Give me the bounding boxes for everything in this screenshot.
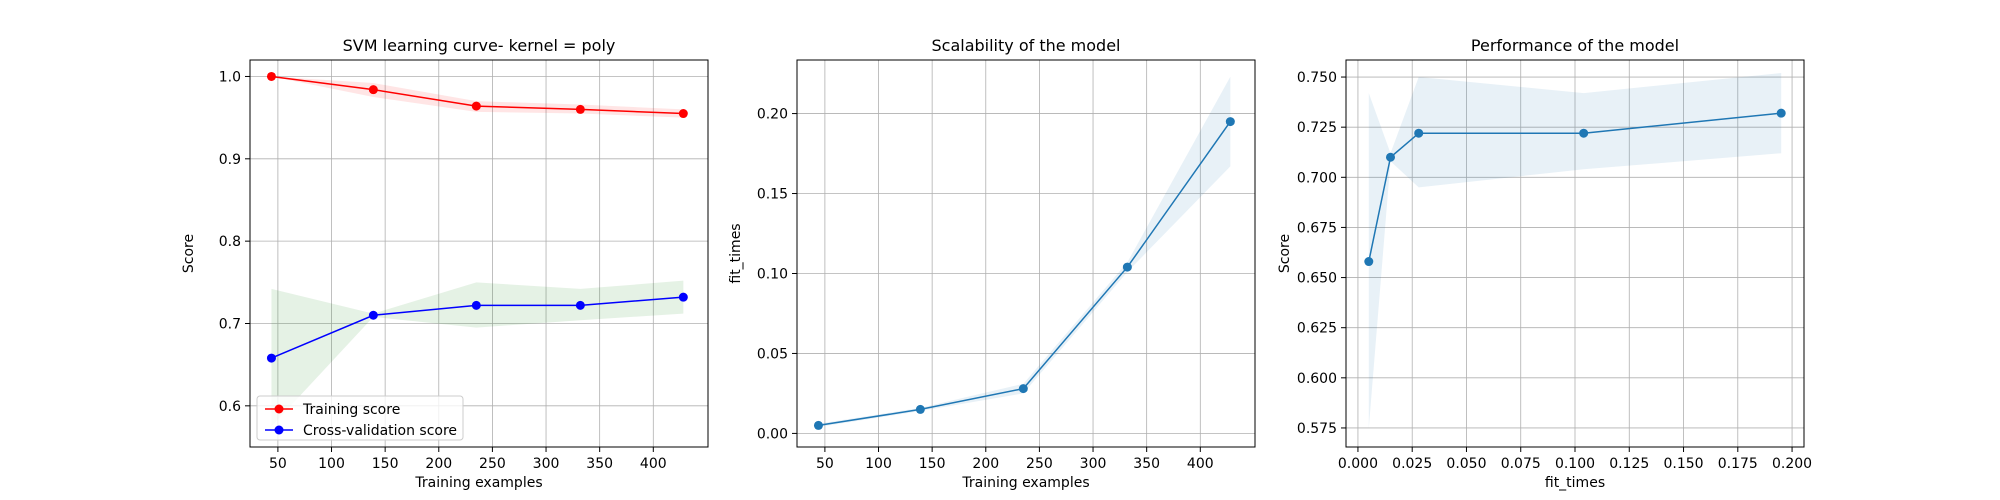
x-tick-label: 400 [640, 456, 667, 472]
chart-title: Scalability of the model [932, 36, 1121, 55]
axes-frame [796, 59, 1256, 448]
confidence-band-2 [271, 280, 684, 427]
x-tick-label: 0.100 [1555, 456, 1595, 472]
y-tick-label: 0.05 [757, 346, 788, 362]
chart-title: SVM learning curve- kernel = poly [343, 36, 616, 55]
x-tick-label: 100 [318, 456, 345, 472]
data-point [368, 310, 378, 320]
x-tick-label: 350 [1133, 456, 1160, 472]
legend-label: Training score [302, 402, 400, 418]
y-tick-label: 0.750 [1297, 70, 1337, 86]
y-tick-label: 0.650 [1297, 271, 1337, 287]
y-axis-label: Score [1277, 234, 1293, 273]
x-tick-label: 350 [586, 456, 613, 472]
y-axis-label: Score [181, 234, 197, 273]
data-point [471, 101, 481, 111]
legend: Training score Cross-validation score [256, 395, 464, 441]
x-tick-label: 50 [816, 456, 834, 472]
x-tick-label: 0.075 [1501, 456, 1541, 472]
y-tick-label: 0.8 [219, 234, 241, 250]
data-point [1225, 117, 1235, 127]
data-point [471, 300, 481, 310]
data-point [1776, 108, 1786, 118]
x-tick-label: 200 [425, 456, 452, 472]
legend-label: Cross-validation score [303, 423, 457, 439]
grid [1346, 60, 1804, 447]
grid [250, 60, 708, 447]
y-tick-label: 1.0 [219, 69, 241, 85]
x-tick-label: 300 [1080, 456, 1107, 472]
y-tick-label: 0.725 [1297, 120, 1337, 136]
panel-1: 50 100 150 200 250 300 350 400 0.6 0.7 0.8 0.9 1.0 SV… [181, 36, 709, 491]
axes-frame [249, 59, 709, 448]
data-point [1414, 128, 1424, 138]
x-tick-label: 0.200 [1772, 456, 1812, 472]
data-point [678, 292, 688, 302]
legend-swatch-marker [274, 404, 284, 414]
x-tick-label: 0.025 [1392, 456, 1432, 472]
data-point [368, 85, 378, 95]
x-tick-label: 250 [1026, 456, 1053, 472]
y-tick-label: 0.20 [757, 107, 788, 123]
y-tick-label: 0.675 [1297, 220, 1337, 236]
x-tick-label: 150 [919, 456, 946, 472]
x-axis-label: fit_times [1545, 475, 1605, 491]
y-axis-label: fit_times [728, 223, 744, 283]
x-tick-label: 150 [372, 456, 399, 472]
y-tick-label: 0.15 [757, 187, 788, 203]
y-tick-label: 0.700 [1297, 170, 1337, 186]
chart-title: Performance of the model [1471, 36, 1679, 55]
x-tick-label: 250 [479, 456, 506, 472]
x-tick-label: 0.000 [1338, 456, 1378, 472]
y-tick-label: 0.00 [757, 426, 788, 442]
data-point [575, 300, 585, 310]
data-point [1122, 262, 1132, 272]
x-tick-label: 50 [269, 456, 287, 472]
x-axis-label: Training examples [414, 475, 542, 491]
x-tick-label: 0.125 [1609, 456, 1649, 472]
legend-box [256, 395, 464, 441]
data-point [678, 109, 688, 119]
confidence-band-1 [818, 76, 1231, 428]
data-point [1364, 257, 1374, 267]
confidence-band-1 [1368, 73, 1782, 428]
data-point [575, 104, 585, 114]
data-point [266, 353, 276, 363]
data-point [1385, 152, 1395, 162]
x-tick-label: 0.150 [1663, 456, 1703, 472]
x-tick-label: 0.050 [1446, 456, 1486, 472]
x-tick-label: 0.175 [1718, 456, 1758, 472]
y-tick-label: 0.625 [1297, 321, 1337, 337]
data-point [1579, 128, 1589, 138]
y-tick-label: 0.6 [219, 399, 241, 415]
data-point [915, 404, 925, 414]
panel-3: 0.000 0.025 0.050 0.075 0.100 0.125 0.150 0.175… [1277, 36, 1812, 491]
y-tick-label: 0.600 [1297, 371, 1337, 387]
data-point [1018, 384, 1028, 394]
x-tick-label: 200 [972, 456, 999, 472]
data-point [266, 71, 276, 81]
legend-swatch-marker [274, 425, 284, 435]
x-tick-label: 100 [865, 456, 892, 472]
x-axis-label: Training examples [961, 475, 1089, 491]
x-tick-label: 400 [1187, 456, 1214, 472]
y-tick-label: 0.7 [219, 316, 241, 332]
x-tick-label: 300 [533, 456, 560, 472]
y-tick-label: 0.10 [757, 266, 788, 282]
data-point [813, 420, 823, 430]
panel-2: 50 100 150 200 250 300 350 400 0.00 0.05 0.10 0.15 0… [728, 36, 1256, 491]
y-tick-label: 0.575 [1297, 421, 1337, 437]
y-tick-label: 0.9 [219, 152, 241, 168]
